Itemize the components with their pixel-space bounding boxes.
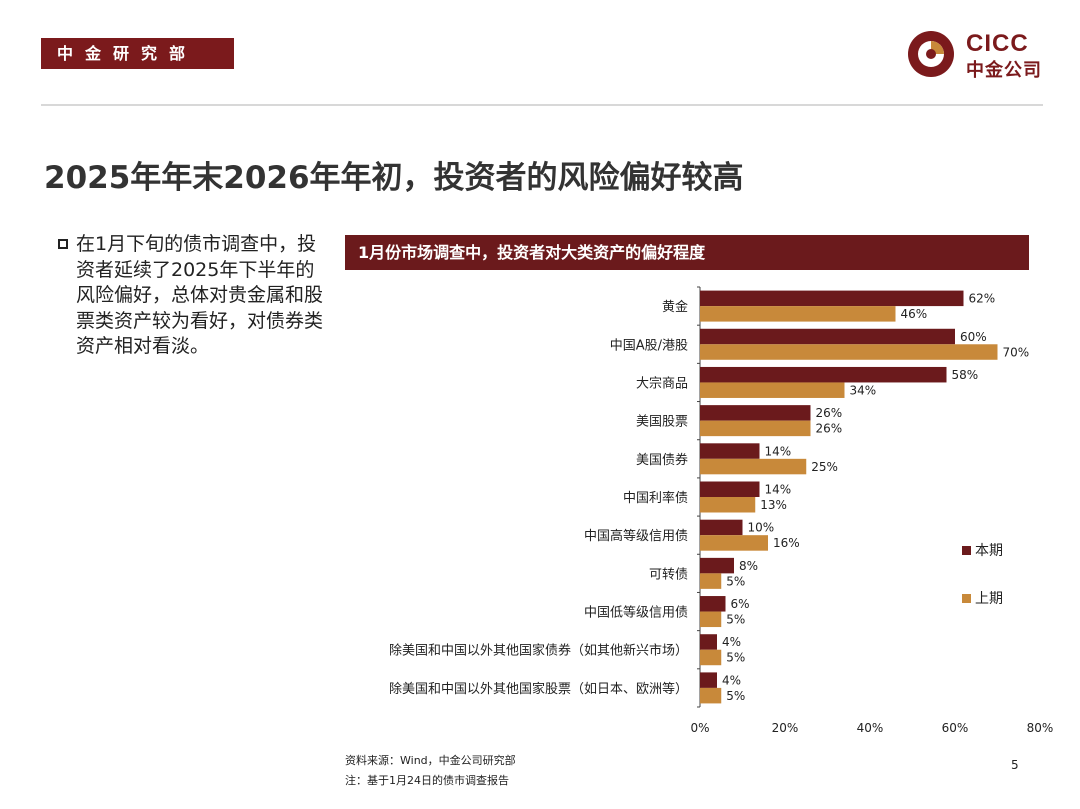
data-label: 5% xyxy=(726,651,745,665)
bar-previous xyxy=(700,687,722,704)
category-label: 美国股票 xyxy=(636,415,688,430)
data-label: 4% xyxy=(722,673,741,687)
page-number: 5 xyxy=(1011,758,1019,772)
x-tick-label: 60% xyxy=(942,721,969,735)
data-label: 60% xyxy=(960,330,987,344)
bar-current xyxy=(700,443,760,459)
category-label: 美国债券 xyxy=(636,452,688,468)
bullet-icon xyxy=(58,239,68,249)
category-label: 中国高等级信用债 xyxy=(584,528,688,544)
bar-previous xyxy=(700,382,845,398)
data-label: 8% xyxy=(739,559,758,573)
cicc-logo-icon xyxy=(908,31,954,77)
bar-current xyxy=(700,596,726,612)
bar-previous xyxy=(700,535,768,551)
bar-previous xyxy=(700,649,722,666)
data-label: 58% xyxy=(952,368,979,382)
data-label: 14% xyxy=(765,483,792,497)
legend-label: 本期 xyxy=(975,543,1003,559)
bar-current xyxy=(700,366,947,383)
data-label: 10% xyxy=(748,521,775,535)
data-label: 62% xyxy=(969,292,996,306)
data-label: 46% xyxy=(901,307,928,321)
bar-previous xyxy=(700,344,998,360)
bar-current xyxy=(700,557,734,574)
logo-text-cn: 中金公司 xyxy=(966,60,1042,81)
data-label: 14% xyxy=(765,444,792,458)
category-label: 中国低等级信用债 xyxy=(584,605,688,621)
data-label: 25% xyxy=(811,460,838,474)
data-label: 26% xyxy=(816,422,843,436)
bar-previous xyxy=(700,306,896,322)
category-label: 除美国和中国以外其他国家债券（如其他新兴市场） xyxy=(389,643,688,659)
category-label: 黄金 xyxy=(662,299,688,315)
data-label: 34% xyxy=(850,383,877,397)
data-label: 4% xyxy=(722,635,741,649)
data-label: 70% xyxy=(1003,345,1030,359)
logo-text-en: CICC xyxy=(966,30,1029,57)
bar-previous xyxy=(700,497,756,513)
bar-previous xyxy=(700,573,722,589)
department-tag: 中金研究部 xyxy=(41,38,234,69)
x-tick-label: 0% xyxy=(690,721,709,735)
legend-swatch xyxy=(962,594,971,603)
bar-current xyxy=(700,634,717,650)
data-label: 16% xyxy=(773,536,800,550)
bar-current xyxy=(700,481,760,497)
category-label: 中国A股/港股 xyxy=(610,338,688,353)
footnote: 注：基于1月24日的债市调查报告 xyxy=(345,774,509,787)
bar-current xyxy=(700,328,955,345)
legend-label: 上期 xyxy=(975,591,1003,607)
page-title: 2025年年末2026年年初，投资者的风险偏好较高 xyxy=(44,160,744,196)
data-label: 5% xyxy=(726,613,745,627)
category-label: 除美国和中国以外其他国家股票（如日本、欧洲等） xyxy=(389,681,688,697)
bar-current xyxy=(700,290,964,307)
data-label: 13% xyxy=(760,498,787,512)
source-note: 资料来源：Wind，中金公司研究部 xyxy=(345,754,516,767)
bar-previous xyxy=(700,458,807,475)
data-label: 6% xyxy=(731,597,750,611)
category-label: 中国利率债 xyxy=(623,490,688,506)
cicc-logo: CICC 中金公司 xyxy=(905,28,1055,81)
data-label: 26% xyxy=(816,406,843,420)
bar-current xyxy=(700,405,811,421)
bar-previous xyxy=(700,420,811,437)
x-tick-label: 20% xyxy=(772,721,799,735)
header-divider xyxy=(41,104,1043,106)
category-label: 大宗商品 xyxy=(636,375,688,391)
legend-swatch xyxy=(962,546,971,555)
category-label: 可转债 xyxy=(649,567,688,582)
data-label: 5% xyxy=(726,574,745,588)
data-label: 5% xyxy=(726,689,745,703)
x-tick-label: 40% xyxy=(857,721,884,735)
chart-title: 1月份市场调查中，投资者对大类资产的偏好程度 xyxy=(345,235,1029,270)
bar-previous xyxy=(700,611,722,628)
x-tick-label: 80% xyxy=(1027,721,1054,735)
bar-current xyxy=(700,672,717,688)
bar-current xyxy=(700,519,743,536)
summary-text: 在1月下旬的债市调查中，投资者延续了2025年下半年的风险偏好，总体对贵金属和股… xyxy=(76,233,324,357)
